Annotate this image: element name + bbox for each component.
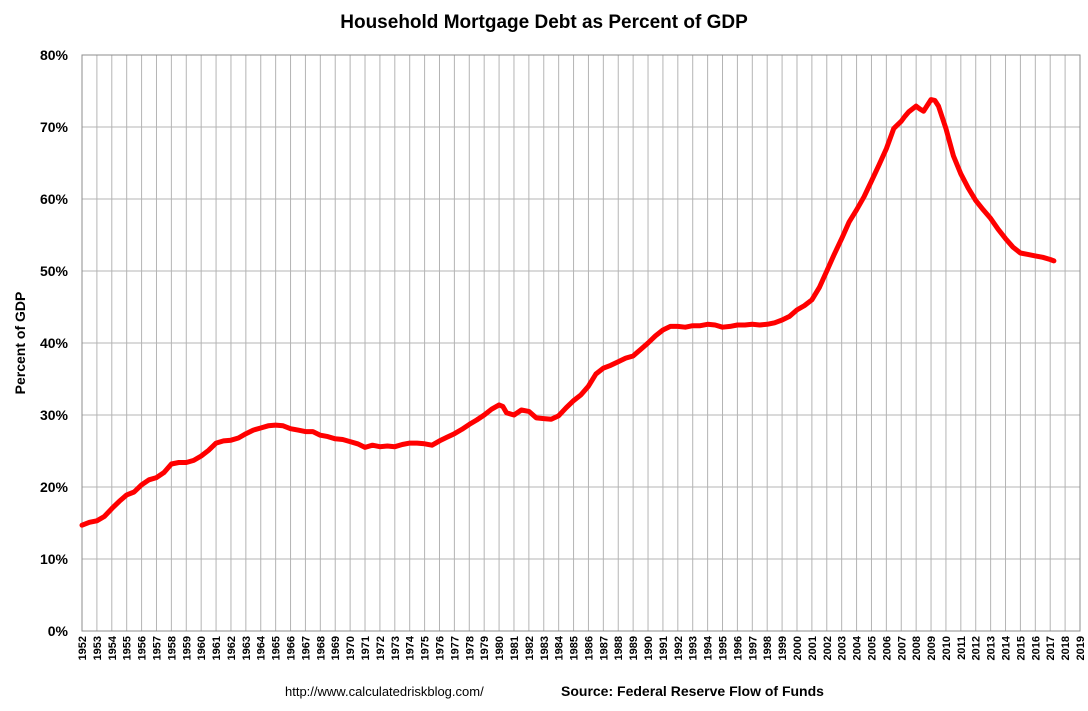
x-tick-label: 1957 [151, 636, 163, 660]
x-tick-label: 2015 [1015, 636, 1027, 660]
y-tick-label: 60% [40, 191, 69, 207]
x-tick-label: 1983 [539, 636, 551, 660]
x-tick-label: 2004 [852, 635, 864, 660]
y-tick-label: 70% [40, 119, 69, 135]
x-tick-label: 2017 [1045, 636, 1057, 660]
x-tick-label: 2012 [971, 636, 983, 660]
x-tick-label: 1968 [315, 636, 327, 660]
x-tick-label: 1994 [703, 635, 715, 660]
x-tick-label: 2018 [1060, 636, 1072, 660]
x-tick-label: 1992 [673, 636, 685, 660]
x-tick-label: 2006 [881, 636, 893, 660]
x-tick-label: 1961 [211, 636, 223, 660]
y-axis-label: Percent of GDP [12, 292, 28, 395]
y-tick-label: 10% [40, 551, 69, 567]
x-tick-label: 1998 [762, 636, 774, 660]
x-tick-label: 1980 [494, 636, 506, 660]
x-tick-label: 2005 [866, 636, 878, 660]
x-tick-label: 1982 [524, 636, 536, 660]
x-tick-label: 1979 [479, 636, 491, 660]
x-tick-label: 2008 [911, 636, 923, 660]
x-tick-label: 1963 [241, 636, 253, 660]
source-note: Source: Federal Reserve Flow of Funds [561, 683, 824, 699]
x-tick-label: 1971 [360, 636, 372, 660]
x-tick-label: 2002 [822, 636, 834, 660]
x-tick-label: 1964 [256, 635, 268, 660]
x-tick-label: 2010 [941, 636, 953, 660]
x-tick-label: 2007 [896, 636, 908, 660]
grid-lines [81, 54, 1081, 632]
x-tick-label: 1996 [732, 636, 744, 660]
x-tick-label: 1985 [569, 636, 581, 660]
series-line [79, 97, 1057, 528]
x-tick-label: 2001 [807, 636, 819, 660]
x-tick-label: 1997 [747, 636, 759, 660]
y-tick-label: 80% [40, 47, 69, 63]
x-tick-label: 1984 [554, 635, 566, 660]
x-tick-label: 1955 [122, 636, 134, 660]
x-tick-label: 2003 [837, 636, 849, 660]
y-tick-label: 40% [40, 335, 69, 351]
chart-title: Household Mortgage Debt as Percent of GD… [340, 12, 748, 33]
y-axis-ticks: 0% 10% 20% 30% 40% 50% 60% 70% 80% [40, 47, 69, 639]
x-tick-label: 1965 [271, 636, 283, 660]
x-tick-label: 1989 [628, 636, 640, 660]
x-tick-label: 1953 [92, 636, 104, 660]
x-tick-label: 1975 [420, 636, 432, 660]
x-tick-label: 1969 [330, 636, 342, 660]
x-tick-label: 1986 [583, 636, 595, 660]
y-tick-label: 20% [40, 479, 69, 495]
x-tick-label: 1970 [345, 636, 357, 660]
y-tick-label: 0% [48, 623, 69, 639]
x-tick-label: 1991 [658, 636, 670, 660]
x-tick-label: 1993 [688, 636, 700, 660]
x-axis-ticks: 1952 1953 1954 1955 1956 1957 1958 1959 1960 1961… [77, 635, 1087, 660]
x-tick-label: 1974 [405, 635, 417, 660]
x-tick-label: 2013 [986, 636, 998, 660]
x-tick-label: 1966 [286, 636, 298, 660]
x-tick-label: 1988 [613, 636, 625, 660]
x-tick-label: 1995 [718, 636, 730, 660]
x-tick-label: 2019 [1075, 636, 1087, 660]
x-tick-label: 1956 [137, 636, 149, 660]
x-tick-label: 1978 [464, 636, 476, 660]
y-tick-label: 30% [40, 407, 69, 423]
x-tick-label: 2016 [1030, 636, 1042, 660]
x-tick-label: 1981 [509, 636, 521, 660]
series-layer [79, 97, 1057, 528]
x-tick-label: 1952 [77, 636, 89, 660]
x-tick-label: 1977 [449, 636, 461, 660]
x-tick-label: 1990 [643, 636, 655, 660]
x-tick-label: 1972 [375, 636, 387, 660]
x-tick-label: 1962 [226, 636, 238, 660]
x-tick-label: 1958 [166, 636, 178, 660]
y-tick-label: 50% [40, 263, 69, 279]
x-tick-label: 2011 [956, 636, 968, 660]
x-tick-label: 1954 [107, 635, 119, 660]
x-tick-label: 1959 [181, 636, 193, 660]
x-tick-label: 1960 [196, 636, 208, 660]
x-tick-label: 1973 [390, 636, 402, 660]
x-tick-label: 1976 [434, 636, 446, 660]
x-tick-label: 1967 [300, 636, 312, 660]
plot-area [81, 54, 1081, 632]
x-tick-label: 1987 [598, 636, 610, 660]
x-tick-label: 1999 [777, 636, 789, 660]
x-tick-label: 2009 [926, 636, 938, 660]
source-url: http://www.calculatedriskblog.com/ [285, 684, 484, 699]
x-tick-label: 2014 [1001, 635, 1013, 660]
x-tick-label: 2000 [792, 636, 804, 660]
